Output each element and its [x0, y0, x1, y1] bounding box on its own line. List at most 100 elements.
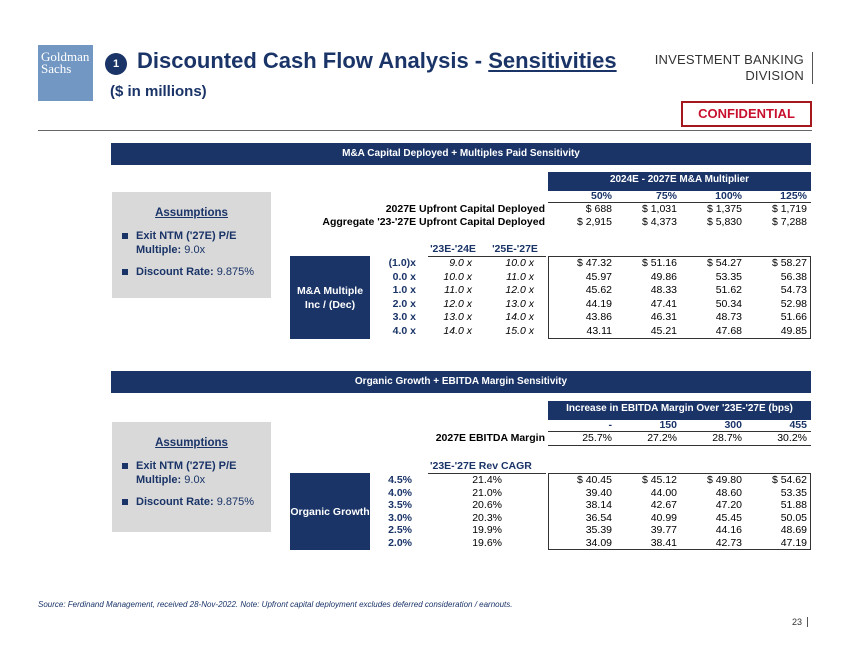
s2-grid-value: 50.05 [780, 511, 807, 524]
bullet-icon [122, 499, 128, 505]
s1-grid-value: $ 51.16 [641, 257, 677, 269]
s2-grid-value: 38.41 [650, 537, 677, 549]
s1-aggregate-capital-value: $ 4,373 [641, 216, 677, 228]
assumption-item-exit-multiple: Exit NTM ('27E) P/E Multiple: 9.0x [122, 229, 261, 257]
s2-grid-value: $ 40.45 [576, 474, 612, 486]
s1-row-multiple-23-24: 11.0 x [444, 284, 472, 296]
section1-title-band: M&A Capital Deployed + Multiples Paid Se… [111, 143, 811, 165]
s1-col-header-3: 125% [780, 190, 807, 202]
assumption-label: Discount Rate: [136, 496, 214, 508]
s1-row-multiple-25-27: 14.0 x [505, 311, 534, 323]
s1-grid-value: 56.38 [780, 270, 807, 283]
s2-grid-value: 40.99 [650, 511, 677, 524]
s2-row-rev-cagr: 21.4% [472, 474, 502, 486]
s1-aggregate-capital-value: $ 7,288 [771, 216, 807, 228]
s2-grid-value: 42.67 [650, 499, 677, 512]
s1-sub-col-header-25-27: '25E-'27E [492, 243, 538, 255]
s1-row-increment: (1.0)x [388, 257, 416, 269]
s2-ebitda-margin-value: 28.7% [712, 432, 742, 444]
s1-grid-value: 45.97 [585, 270, 612, 283]
s1-row-increment: 4.0 x [392, 324, 416, 337]
s2-ebitda-margin-value: 25.7% [582, 432, 612, 444]
confidential-stamp: CONFIDENTIAL [681, 101, 812, 127]
s1-sub-col-header-rule [428, 256, 546, 257]
s1-grid-value: 47.41 [650, 297, 677, 310]
s2-row-rev-cagr: 21.0% [472, 486, 502, 499]
s1-grid-value: 45.62 [585, 284, 612, 296]
s1-row-group-label: M&A Multiple Inc / (Dec) [290, 256, 370, 339]
s2-row-rev-cagr: 19.9% [472, 524, 502, 537]
s2-ebitda-margin-value: 27.2% [647, 432, 677, 444]
s2-row-growth: 2.0% [388, 537, 412, 549]
s1-grid-value: 52.98 [780, 297, 807, 310]
s2-grid-value: 34.09 [585, 537, 612, 549]
s1-grid-value: $ 54.27 [706, 257, 742, 269]
s1-row-multiple-25-27: 10.0 x [505, 257, 534, 269]
assumption-value: 9.0x [184, 474, 206, 486]
s1-sub-col-header-23-24: '23E-'24E [430, 243, 476, 255]
page-subtitle: ($ in millions) [110, 83, 207, 100]
s1-aggregate-capital-label: Aggregate '23-'27E Upfront Capital Deplo… [322, 216, 545, 228]
s2-margin-rule [548, 445, 811, 446]
s2-row-growth: 4.0% [388, 486, 412, 499]
s1-grid-value: 51.62 [715, 284, 742, 296]
s2-grid-value: 44.16 [715, 524, 742, 537]
s1-row-multiple-25-27: 13.0 x [505, 297, 534, 310]
s2-grid-value: 42.73 [715, 537, 742, 549]
s2-grid-value: 36.54 [585, 511, 612, 524]
s2-grid-value: 47.20 [715, 499, 742, 512]
s1-grid-value: 48.73 [715, 311, 742, 323]
s1-grid-value: 44.19 [585, 297, 612, 310]
s1-upfront-capital-value: $ 688 [585, 203, 612, 215]
assumption-item-discount-rate: Discount Rate: 9.875% [122, 495, 261, 509]
s1-row-multiple-23-24: 9.0 x [449, 257, 472, 269]
assumptions-heading: Assumptions [155, 207, 228, 219]
s1-grid-value: 53.35 [715, 270, 742, 283]
assumption-value: 9.875% [216, 266, 254, 278]
s2-sub-col-header-cagr: '23E-'27E Rev CAGR [430, 460, 532, 472]
s2-grid-value: 45.45 [715, 511, 742, 524]
s1-aggregate-capital-value: $ 2,915 [576, 216, 612, 228]
s2-grid-value: $ 54.62 [771, 474, 807, 486]
page-title: Discounted Cash Flow Analysis - Sensitiv… [137, 48, 617, 74]
s2-grid-value: 48.60 [715, 486, 742, 499]
page-number: 23 [792, 617, 808, 627]
assumptions-heading: Assumptions [155, 437, 228, 449]
s1-grid-value: 49.86 [650, 270, 677, 283]
s1-row-multiple-23-24: 14.0 x [443, 324, 472, 337]
s1-col-header-2: 100% [715, 190, 742, 202]
s1-grid-value: 51.66 [780, 311, 807, 323]
s1-grid-value: 49.85 [780, 324, 807, 337]
s1-grid-value: 46.31 [650, 311, 677, 323]
s1-upfront-capital-value: $ 1,719 [771, 203, 807, 215]
assumption-value: 9.875% [216, 496, 254, 508]
s2-col-header-1: 150 [659, 419, 677, 431]
s1-row-multiple-23-24: 12.0 x [443, 297, 472, 310]
division-line-1: INVESTMENT BANKING [654, 52, 804, 67]
header-divider [38, 130, 812, 131]
s1-row-multiple-23-24: 13.0 x [443, 311, 472, 323]
s2-col-header-0: - [608, 419, 613, 431]
s1-grid-value: 48.33 [650, 284, 677, 296]
s1-grid-value: 45.21 [650, 324, 677, 337]
s2-grid-value: 39.40 [585, 486, 612, 499]
s2-grid-value: 47.19 [780, 537, 807, 549]
s1-grid-value: 47.68 [715, 324, 742, 337]
s2-row-growth: 3.0% [388, 511, 412, 524]
s1-row-increment: 3.0 x [392, 311, 416, 323]
s2-grid-value: 35.39 [585, 524, 612, 537]
s2-row-rev-cagr: 19.6% [472, 537, 502, 549]
s2-grid-value: 38.14 [585, 499, 612, 512]
page-title-underlined: Sensitivities [488, 48, 617, 73]
assumption-item-discount-rate: Discount Rate: 9.875% [122, 265, 261, 279]
section2-header-rule [548, 418, 811, 420]
s1-grid-value: 43.86 [585, 311, 612, 323]
bullet-icon [122, 233, 128, 239]
s2-row-rev-cagr: 20.6% [472, 499, 502, 512]
s2-row-growth: 3.5% [388, 499, 412, 512]
assumption-label: Discount Rate: [136, 266, 214, 278]
section1-assumptions-box: Assumptions Exit NTM ('27E) P/E Multiple… [112, 192, 271, 298]
s1-row-increment: 2.0 x [392, 297, 416, 310]
s1-row-increment: 0.0 x [392, 270, 416, 283]
s2-col-header-2: 300 [724, 419, 742, 431]
